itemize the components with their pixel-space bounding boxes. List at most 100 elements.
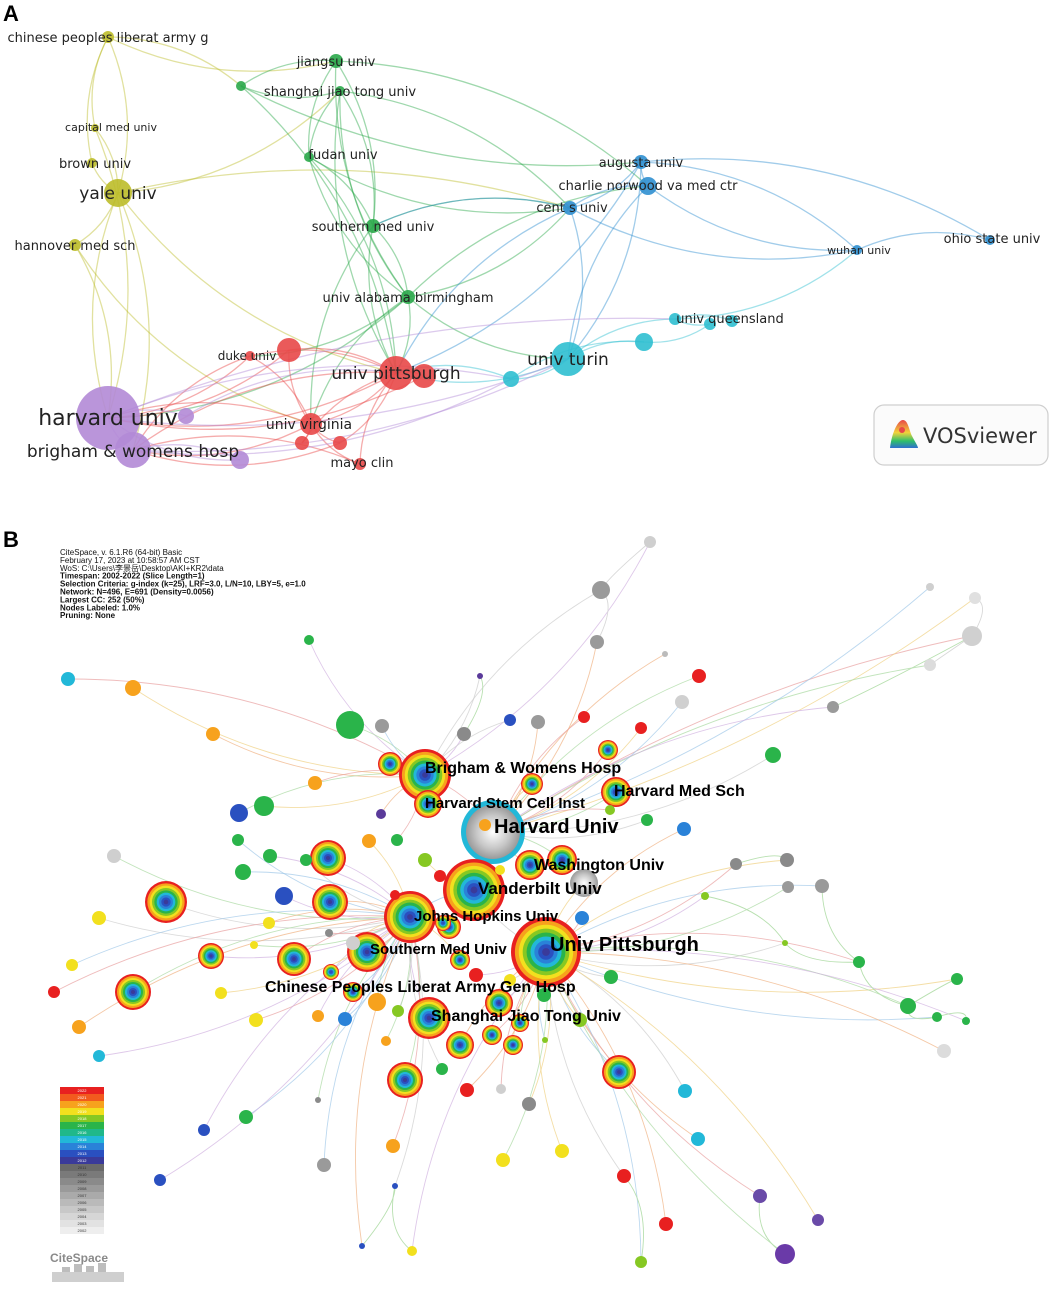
edge-jiangsu-uab [334,60,409,298]
label-univ-queensland: univ queensland [676,312,784,327]
cs-node-57 [392,1005,404,1017]
cs-label-washington-univ: Washington Univ [534,857,664,874]
citespace-logo-icon [52,1263,124,1282]
panel-a-labels: chinese peoples liberat army g capital me… [8,31,1041,471]
legend-year-2002: 2002 [78,1228,88,1233]
cs-node-14 [457,727,471,741]
edge-cent_s-wuhan [569,207,858,260]
cs-edge-38 [495,586,931,833]
cs-edge-35 [495,635,973,833]
cs-node-79 [659,1217,673,1231]
cs-node-61 [381,1036,391,1046]
metadata-line-6: Network: N=496, E=691 (Density=0.0056) [60,588,214,597]
edge-green_small-sjtu [240,85,341,99]
cs-node-28 [263,849,277,863]
cs-node-23 [206,727,220,741]
cs-label-harvard-stem-cell-inst: Harvard Stem Cell Inst [425,795,585,812]
cs-node-81 [812,1214,824,1226]
edge-southern_med-pitt [368,225,397,374]
ring-node-21 [482,1025,502,1045]
edge-purple_a-pitt [185,368,397,417]
legend-swatch-2021 [60,1094,104,1101]
cs-node-62 [542,1037,548,1043]
cs-edge-112 [545,951,761,1197]
ring-node-25 [198,943,224,969]
node-cyan-b [726,315,738,327]
ring-node-14 [277,942,311,976]
legend-year-2018: 2018 [78,1116,88,1121]
node-hannover-med-sch [69,239,81,251]
cs-node-8 [477,673,483,679]
cs-node-54 [368,993,386,1011]
legend-year-2017: 2017 [78,1123,88,1128]
cs-node-7 [304,635,314,645]
cs-edge-115 [545,951,642,1263]
cs-edge-121 [545,946,909,1007]
cs-node-37 [677,822,691,836]
cs-node-15 [504,714,516,726]
cs-node-58 [72,1020,86,1034]
node-red-v1 [295,436,309,450]
cs-node-49 [469,968,483,982]
node-harvard-univ-core [466,805,520,859]
cs-edge-32 [424,541,651,776]
node-univ-pittsburgh [379,356,413,390]
cs-node-26 [230,804,248,822]
citespace-logo: CiteSpace [50,1251,124,1282]
legend-swatch-2002 [60,1227,104,1234]
cs-node-33 [107,849,121,863]
edge-yale-sjtu [117,90,341,194]
edge-queensland-wuhan [674,249,858,320]
cs-edge-5 [165,901,411,929]
node-wuhan-univ [852,245,862,255]
edge-uab-charlie [407,185,649,298]
node-univ-virginia [300,413,322,435]
edge-augusta-pitt [395,161,642,374]
cs-edge-extra-10 [832,635,973,708]
cs-node-10 [61,672,75,686]
legend-swatch-2003 [60,1220,104,1227]
cs-edge-80 [71,909,411,966]
edge-uab-cent_s [407,207,571,298]
cs-node-6 [926,583,934,591]
legend-year-2019: 2019 [78,1109,88,1114]
edge-uab-virginia [310,296,409,425]
edge-augusta-wuhan [640,161,858,251]
edge-sjtu-fudan [308,90,341,158]
edge-harvard-cyan_d [107,364,512,419]
panel-b-citespace-map: B CiteSpace, v. 6.1.R6 (64-bit) BasicFeb… [3,527,983,1282]
cs-node-87 [853,956,865,968]
cs-node-74 [555,1144,569,1158]
cs-node-93 [937,1044,951,1058]
label-harvard-univ: harvard univ [38,406,178,431]
node-southern-med-univ [366,219,380,233]
metadata-line-5: Selection Criteria: g-index (k=25), LRF=… [60,580,306,589]
node-red-r2 [412,364,436,388]
cs-node-96 [434,870,446,882]
label-brown-univ: brown univ [59,157,131,172]
edge-jiangsu-fudan [307,60,337,158]
legend-swatch-2011 [60,1164,104,1171]
cs-node-72 [691,1132,705,1146]
cs-edge-75 [98,916,411,942]
panel-b-labels: Brigham & Womens Hosp Harvard Med Sch Harv… [265,760,745,1025]
label-capital-med-univ: capital med univ [65,121,157,134]
ring-node-22 [503,1035,523,1055]
edge-uab-harvard [107,296,409,419]
cs-node-86 [359,1243,365,1249]
cs-node-20 [675,695,689,709]
legend-year-2004: 2004 [78,1214,88,1219]
legend-swatch-2013 [60,1150,104,1157]
label-ohio-state-univ: ohio state univ [944,232,1041,247]
legend-year-2016: 2016 [78,1130,88,1135]
label-southern-med-univ: southern med univ [312,220,435,235]
ring-node-15 [450,950,470,970]
panel-a-nodes [69,31,995,470]
cs-edge-117 [394,916,424,1187]
cs-node-82 [775,1244,795,1264]
cs-node-73 [386,1139,400,1153]
cs-node-41 [815,879,829,893]
cs-node-43 [92,911,106,925]
cs-edge-118 [355,916,411,1247]
